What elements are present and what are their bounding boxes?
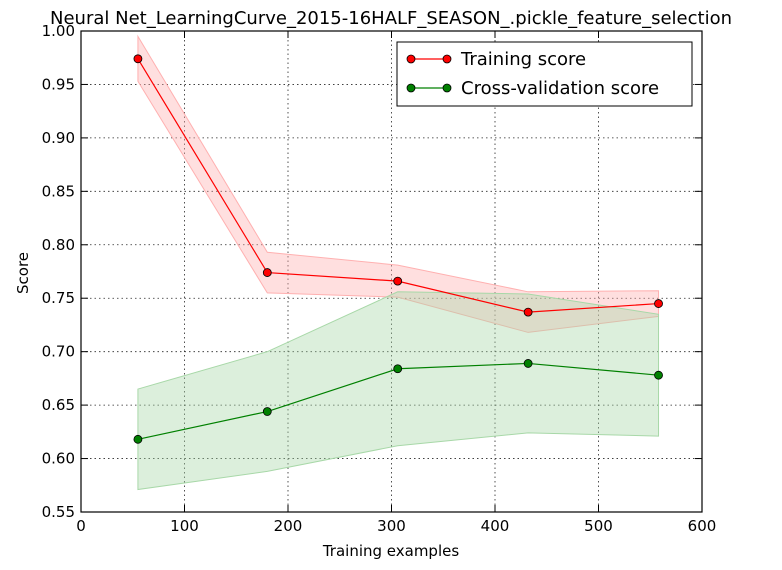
x-axis-label: Training examples — [322, 542, 460, 560]
y-tick-label: 0.90 — [42, 129, 75, 147]
y-tick-label: 1.00 — [42, 22, 75, 40]
y-axis-label: Score — [14, 252, 32, 294]
confidence-bands — [137, 34, 660, 491]
legend-marker — [442, 83, 452, 93]
y-tick-label: 0.80 — [42, 236, 75, 254]
y-tick-labels: 0.55 0.60 0.65 0.70 0.75 0.80 0.85 0.90 0.95 1.00 — [42, 22, 75, 521]
y-tick-label: 0.65 — [42, 396, 75, 414]
y-tick-label: 0.75 — [42, 289, 75, 307]
data-point — [393, 364, 403, 374]
y-tick-label: 0.55 — [42, 503, 75, 521]
x-tick-label: 200 — [274, 517, 303, 535]
y-tick-label: 0.85 — [42, 182, 75, 200]
data-point — [654, 299, 663, 308]
legend: Training score Cross-validation score — [396, 41, 693, 107]
y-tick-label: 0.95 — [42, 75, 75, 93]
legend-marker — [406, 54, 416, 64]
axis-ticks — [80, 30, 703, 513]
legend-label-0: Training score — [460, 49, 586, 70]
data-point — [393, 276, 403, 286]
series-points — [133, 54, 663, 444]
data-point — [523, 359, 533, 368]
x-tick-label: 400 — [481, 517, 510, 535]
legend-marker — [442, 54, 452, 64]
data-point — [654, 370, 663, 380]
x-tick-label: 100 — [170, 517, 199, 535]
x-tick-label: 300 — [377, 517, 406, 535]
confidence-band-1 — [137, 291, 660, 491]
y-tick-label: 0.70 — [42, 343, 75, 361]
x-tick-label: 0 — [76, 517, 86, 535]
chart-title: Neural Net_LearningCurve_2015-16HALF_SEA… — [50, 8, 732, 29]
data-point — [523, 307, 533, 317]
y-tick-label: 0.60 — [42, 450, 75, 468]
data-point — [133, 54, 143, 64]
x-tick-labels: 0 100 200 300 400 500 600 — [76, 517, 716, 535]
data-point — [262, 407, 272, 416]
legend-marker — [406, 83, 416, 93]
x-tick-label: 600 — [688, 517, 717, 535]
data-point — [262, 268, 272, 277]
x-tick-label: 500 — [584, 517, 613, 535]
legend-label-1: Cross-validation score — [461, 78, 659, 99]
legend-box — [396, 41, 693, 107]
data-point — [133, 434, 143, 444]
